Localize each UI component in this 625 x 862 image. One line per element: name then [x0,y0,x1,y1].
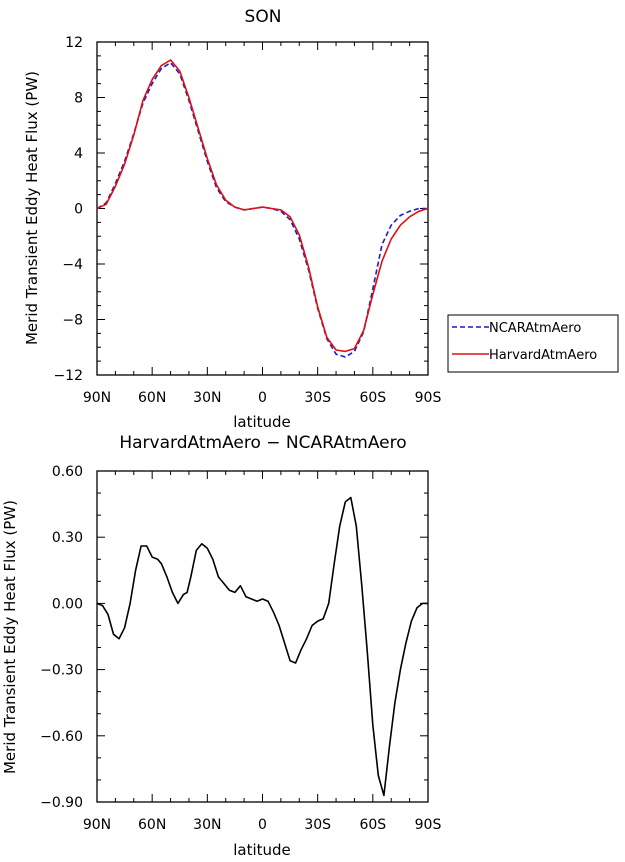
bottom-panel: HarvardAtmAero − NCARAtmAero 90N 60N 30N 0 3… [1,433,441,859]
top-panel-title: SON [245,7,282,27]
legend: NCARAtmAero HarvardAtmAero [447,314,619,373]
y-tick-label: 0.60 [52,464,83,480]
y-tick-label: 4 [74,146,83,162]
x-tick-label: 90S [415,390,442,406]
top-axis-ticks [96,41,429,376]
y-tick-label: 0 [74,202,83,218]
x-tick-label: 90N [83,817,111,833]
x-tick-label: 60S [359,390,386,406]
legend-box [447,314,619,373]
y-tick-label: 0.00 [52,596,83,612]
x-tick-label: 60N [138,390,166,406]
top-x-axis-label: latitude [233,413,291,431]
ncaratmaero-series-line [96,61,428,358]
difference-series-line [96,496,428,797]
x-tick-label: 30N [193,817,221,833]
y-tick-label: −0.60 [40,729,83,745]
x-tick-label: 30N [193,390,221,406]
top-y-axis-label: Merid Transient Eddy Heat Flux (PW) [23,71,41,345]
legend-label-ncar: NCARAtmAero [489,321,581,336]
x-tick-label: 30S [304,390,331,406]
legend-label-harvard: HarvardAtmAero [489,348,597,363]
top-tick-labels: 90N 60N 30N 0 30S 60S 90S −12 −8 −4 0 4 8 12 [53,35,441,406]
y-tick-label: −4 [62,257,83,273]
x-tick-label: 90N [83,390,111,406]
y-tick-label: −12 [53,368,83,384]
x-tick-label: 0 [258,817,267,833]
top-series-lines [96,59,429,358]
bottom-x-axis-label: latitude [233,841,291,859]
bottom-plot-frame [96,470,429,803]
x-tick-label: 60S [359,817,386,833]
x-tick-label: 60N [138,817,166,833]
y-tick-label: −8 [62,313,83,329]
bottom-panel-title: HarvardAtmAero − NCARAtmAero [119,433,406,453]
x-tick-label: 30S [304,817,331,833]
bottom-y-axis-label: Merid Transient Eddy Heat Flux (PW) [1,500,19,774]
y-tick-label: 8 [74,91,83,107]
bottom-series-lines [96,496,428,797]
harvardatmaero-series-line [96,59,429,353]
bottom-tick-labels: 90N 60N 30N 0 30S 60S 90S −0.90 −0.60 −0.30 0.00 0.… [40,464,441,833]
y-tick-label: 12 [65,35,83,51]
top-panel: SON 90N 60N 30N 0 30S 60S 90S −12 −8 −4 0 4 8 12 lati… [23,7,441,431]
bottom-axis-ticks [96,470,429,803]
x-tick-label: 90S [415,817,442,833]
x-tick-label: 0 [258,390,267,406]
y-tick-label: −0.90 [40,795,83,811]
y-tick-label: −0.30 [40,663,83,679]
y-tick-label: 0.30 [52,530,83,546]
